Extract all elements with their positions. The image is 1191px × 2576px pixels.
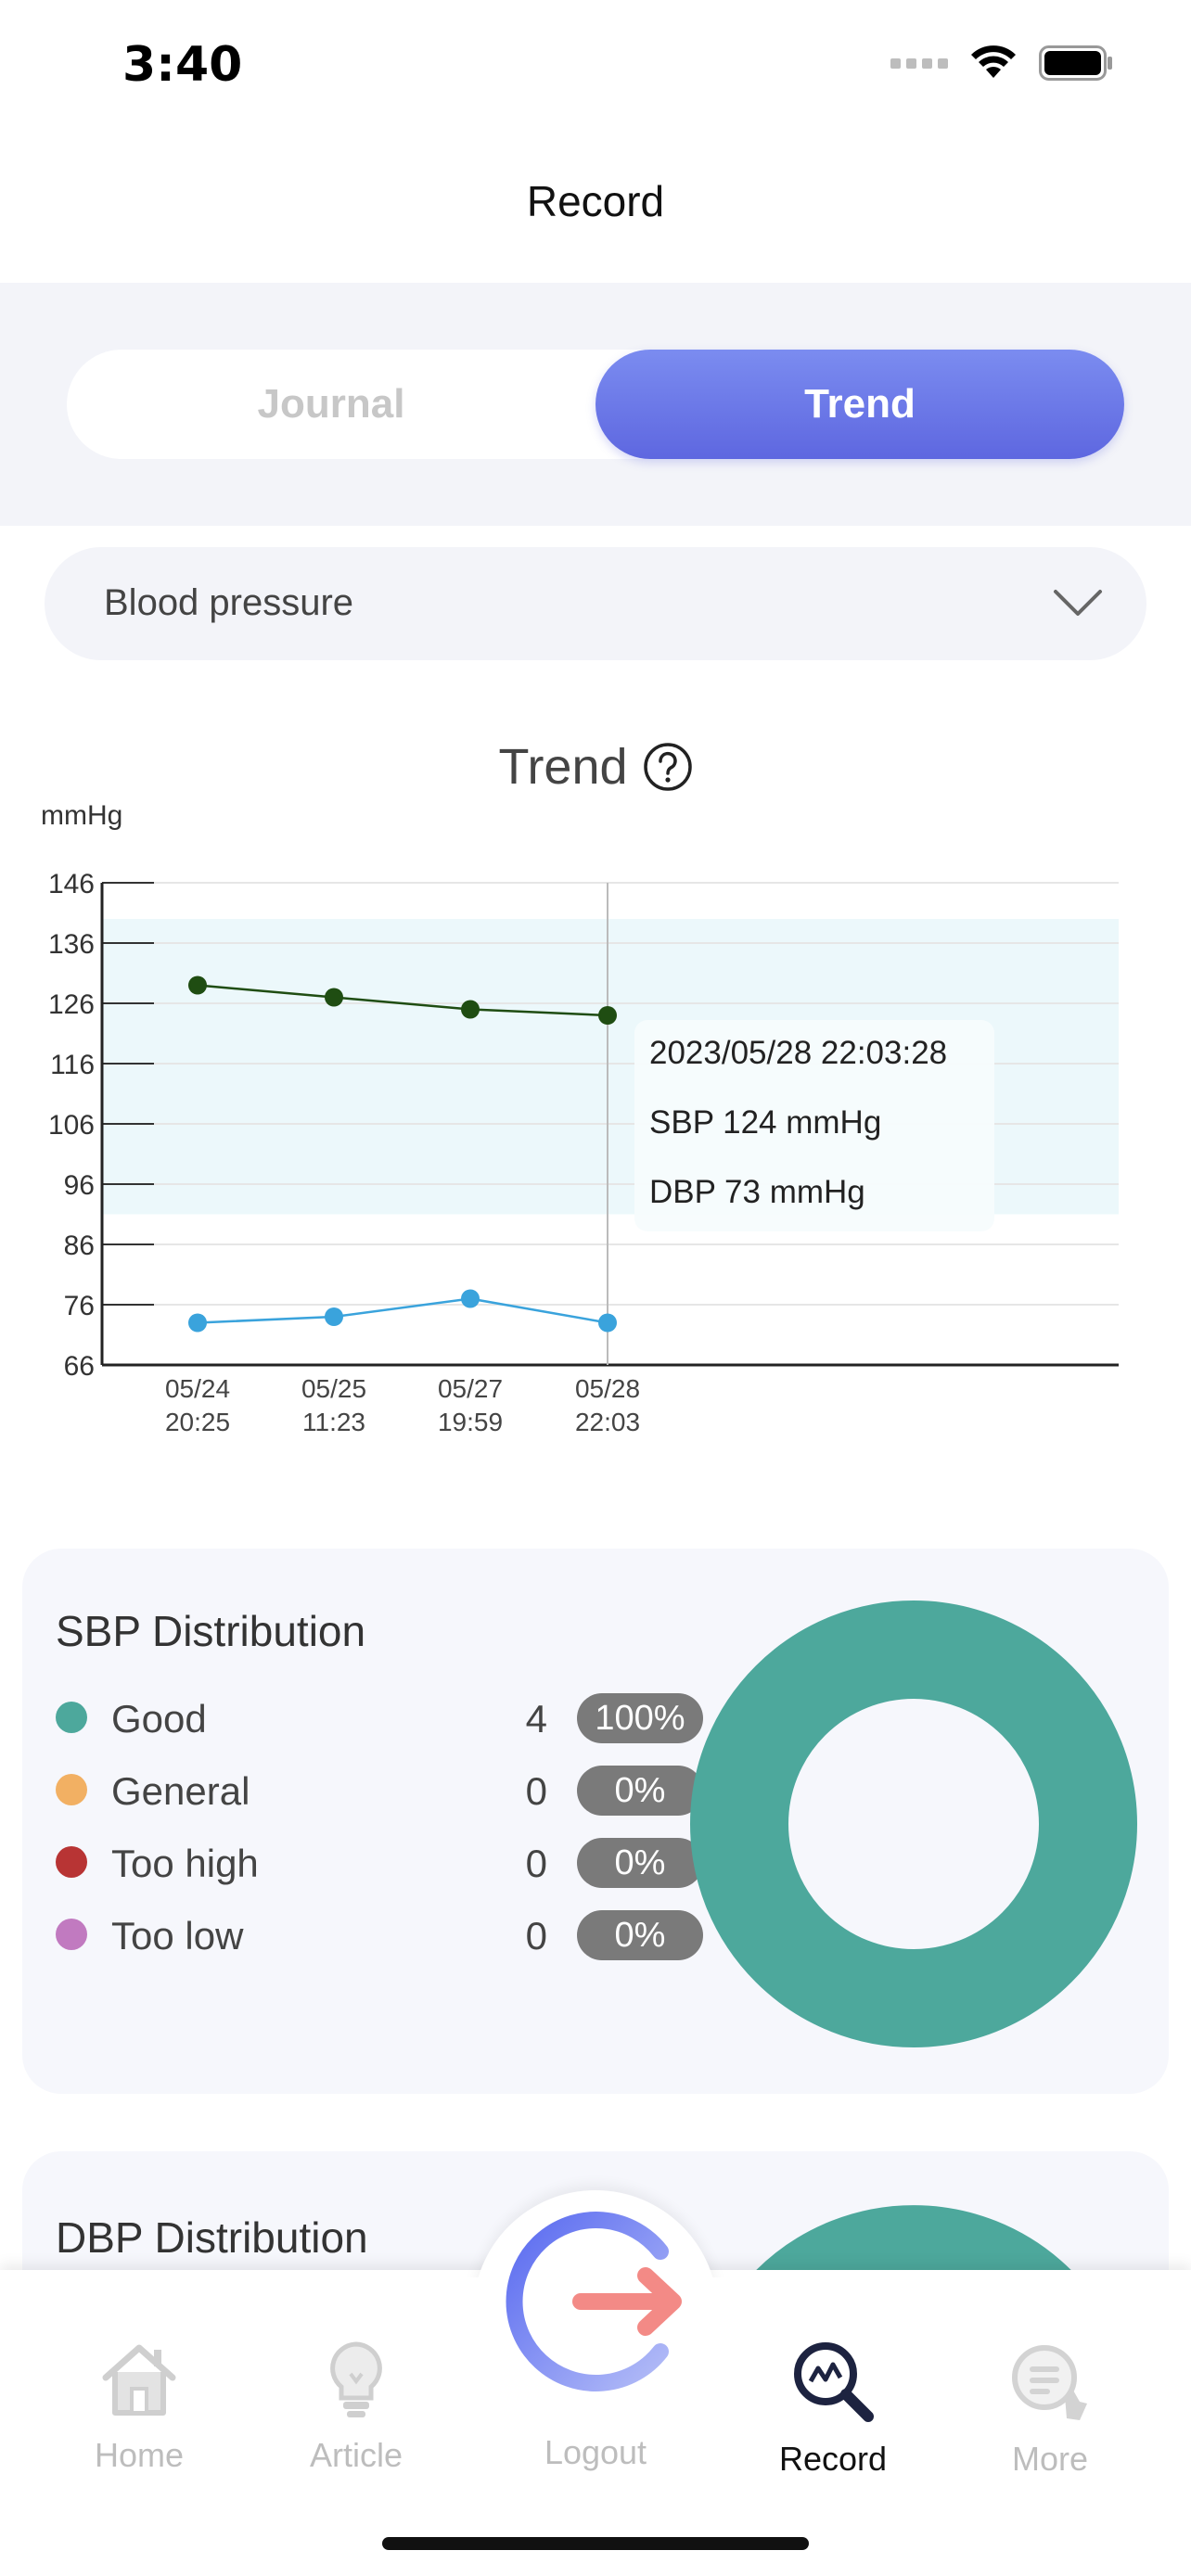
legend-dot-too-high (56, 1846, 87, 1878)
legend-percent-badge: 100% (577, 1693, 703, 1743)
chevron-down-icon (1052, 584, 1104, 626)
tab-label: Article (309, 2436, 403, 2474)
sbp-series-line (197, 984, 608, 1017)
legend-label: Too low (111, 1914, 244, 1958)
trend-chart[interactable]: mmHg 66 76 86 96 106 116 126 136 146 05/24 20:25 05/… (0, 797, 1191, 1447)
battery-icon (1039, 45, 1113, 81)
y-axis-label: mmHg (41, 800, 122, 831)
help-icon[interactable] (643, 742, 693, 792)
x-tick-label: 11:23 (302, 1408, 365, 1436)
view-segment-control: Journal Trend (67, 350, 1124, 459)
x-tick-label: 19:59 (438, 1408, 503, 1436)
legend-row-too-high: Too high 0 0% (56, 1834, 705, 1890)
legend-count: 0 (525, 1769, 547, 1813)
tab-journal[interactable]: Journal (257, 381, 405, 427)
x-tick-label: 05/25 (301, 1374, 366, 1403)
page-title: Record (526, 177, 665, 225)
measurement-type-dropdown[interactable]: Blood pressure (45, 547, 1146, 660)
tab-home[interactable]: Home (46, 2337, 232, 2475)
legend-row-good: Good 4 100% (56, 1690, 705, 1745)
dropdown-value: Blood pressure (104, 582, 354, 623)
y-tick-label: 136 (48, 929, 95, 960)
logout-icon[interactable] (497, 2203, 694, 2400)
tab-label: Home (94, 2436, 185, 2474)
tab-logout-label[interactable]: Logout (544, 2433, 647, 2471)
legend-label: General (111, 1769, 250, 1813)
legend-dot-too-low (56, 1919, 87, 1950)
sbp-point (325, 988, 343, 1007)
tooltip-datetime: 2023/05/28 22:03:28 (649, 1035, 947, 1071)
legend-percent-badge: 0% (577, 1910, 703, 1960)
tab-record[interactable]: Record (740, 2337, 926, 2479)
chart-title: Trend (0, 738, 1191, 796)
dbp-point (598, 1313, 617, 1333)
dbp-distribution-title: DBP Distribution (56, 2213, 368, 2262)
x-tick-label: 05/27 (438, 1374, 503, 1403)
dbp-point (188, 1313, 207, 1333)
y-tick-label: 126 (48, 989, 95, 1020)
home-icon (46, 2337, 232, 2427)
y-tick-label: 96 (64, 1170, 95, 1201)
wifi-icon (968, 45, 1018, 82)
y-tick-label: 116 (50, 1050, 95, 1080)
tooltip-sbp: SBP 124 mmHg (649, 1104, 881, 1141)
tooltip-dbp: DBP 73 mmHg (649, 1174, 865, 1210)
x-tick-label: 20:25 (165, 1408, 230, 1436)
x-tick-label: 22:03 (575, 1408, 640, 1436)
x-tick-label: 05/24 (165, 1374, 230, 1403)
y-tick-label: 76 (64, 1291, 95, 1321)
tooltip-box (634, 1020, 994, 1231)
tabbar-background (0, 2277, 1191, 2576)
home-indicator[interactable] (382, 2537, 809, 2550)
tab-article[interactable]: Article (263, 2337, 449, 2475)
dbp-series-line (197, 1297, 608, 1324)
status-icons (890, 45, 1113, 82)
more-icon (957, 2337, 1143, 2430)
segment-band: Journal Trend (0, 283, 1191, 526)
legend-row-general: General 0 0% (56, 1762, 705, 1817)
legend-label: Too high (111, 1842, 259, 1885)
sbp-point (598, 1006, 617, 1025)
status-bar: 3:40 (0, 0, 1191, 139)
legend-row-too-low: Too low 0 0% (56, 1906, 705, 1962)
sbp-distribution-card: SBP Distribution Good 4 100% General 0 0… (22, 1549, 1169, 2094)
dbp-point (325, 1307, 343, 1326)
legend-percent-badge: 0% (577, 1838, 703, 1888)
status-time: 3:40 (122, 37, 243, 93)
sbp-point (188, 976, 207, 995)
chart-title-text: Trend (498, 739, 628, 795)
legend-dot-good (56, 1702, 87, 1733)
y-tick-label: 106 (48, 1110, 95, 1141)
legend-count: 4 (525, 1697, 547, 1741)
legend-count: 0 (525, 1842, 547, 1885)
x-tick-label: 05/28 (575, 1374, 640, 1403)
tab-trend[interactable]: Trend (596, 350, 1124, 459)
donut-slice-good (690, 1600, 1137, 2047)
legend-dot-general (56, 1774, 87, 1805)
legend-count: 0 (525, 1914, 547, 1958)
sbp-distribution-title: SBP Distribution (56, 1607, 366, 1655)
y-tick-label: 66 (64, 1351, 95, 1382)
legend-percent-badge: 0% (577, 1766, 703, 1816)
dbp-point (461, 1289, 480, 1308)
record-icon (740, 2337, 926, 2430)
tab-more[interactable]: More (957, 2337, 1143, 2479)
signal-icon (890, 57, 948, 69)
lightbulb-icon (263, 2337, 449, 2427)
legend-label: Good (111, 1697, 207, 1741)
sbp-point (461, 1000, 480, 1019)
sbp-donut-chart[interactable] (690, 1600, 1137, 2047)
y-tick-label: 86 (64, 1231, 95, 1261)
tab-label: More (1011, 2440, 1089, 2478)
tab-label: Record (778, 2440, 888, 2478)
y-tick-label: 146 (48, 869, 95, 899)
